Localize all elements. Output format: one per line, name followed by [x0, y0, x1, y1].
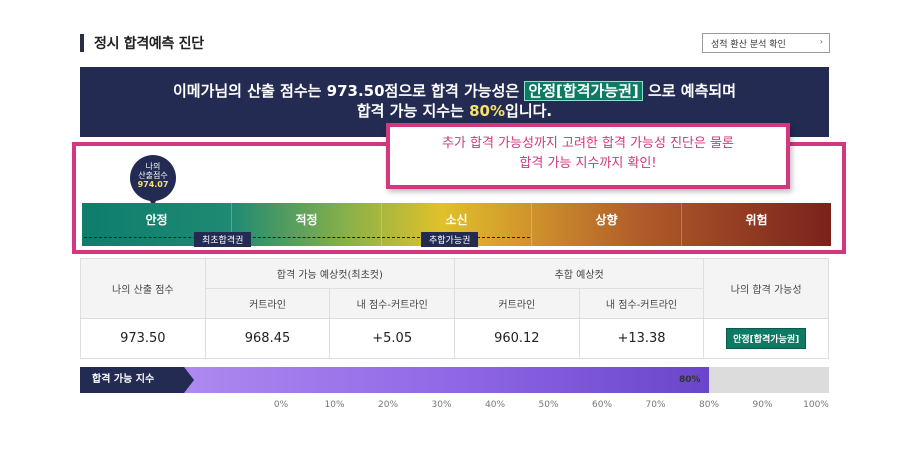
page-title: 정시 합격예측 진단	[94, 36, 204, 52]
chevron-right-icon: ›	[819, 37, 823, 46]
probability-label-pointer	[184, 367, 194, 393]
score-analysis-button[interactable]: 성적 환산 분석 확인 ›	[702, 33, 830, 53]
possibility-gauge: 나의 산출점수 974.07 안정 적정 소신 상향 위험 최초합격권 추합가능…	[72, 142, 846, 254]
marker-pointer	[148, 198, 158, 206]
scale-tick: 0%	[273, 400, 289, 410]
header-my-score: 나의 산출 점수	[80, 258, 206, 319]
header-additional-cut: 추합 예상컷	[453, 258, 705, 289]
subheader-first-diff: 내 점수-커트라인	[329, 288, 455, 319]
scale-tick: 90%	[752, 400, 773, 410]
possibility-cell: 안정[합격가능권]	[703, 318, 829, 359]
scale-tick: 10%	[324, 400, 345, 410]
scale-tick: 60%	[591, 400, 613, 410]
scale-tick: 20%	[377, 400, 399, 410]
callout-line-2: 합격 가능 지수까지 확인!	[519, 156, 657, 171]
marker-label-1: 나의	[145, 162, 161, 171]
first-cutline-value: 968.45	[204, 318, 331, 359]
section-title: 정시 합격예측 진단	[80, 33, 204, 53]
table-header-row: 나의 산출 점수 합격 가능 예상컷(최초컷) 추합 예상컷 나의 합격 가능성	[80, 258, 829, 319]
scale-tick: 80%	[698, 400, 720, 410]
subheader-add-diff: 내 점수-커트라인	[578, 288, 705, 319]
banner-line-1: 이메가님의 산출 점수는 973.50점으로 합격 가능성은 안정[합격가능권]…	[80, 81, 829, 101]
table-subheader-row: 커트라인 내 점수-커트라인 커트라인 내 점수-커트라인	[81, 288, 829, 319]
possibility-badge: 안정[합격가능권]	[726, 328, 807, 349]
zone-reach: 소신	[382, 203, 532, 246]
scale-tick: 70%	[645, 400, 666, 410]
banner-result-tag: 안정[합격가능권]	[524, 81, 643, 101]
add-diff-value: +13.38	[578, 318, 705, 359]
banner-line-2: 합격 가능 지수는 80%입니다.	[80, 101, 829, 121]
zone-upward: 상향	[532, 203, 682, 246]
table-row: 973.50 968.45 +5.05 960.12 +13.38 안정[합격가…	[80, 318, 829, 359]
my-score-marker: 나의 산출점수 974.07	[130, 155, 176, 201]
zone-appropriate: 적정	[232, 203, 382, 246]
additional-range-label: 추합가능권	[421, 232, 479, 247]
scale-tick: 40%	[484, 400, 506, 410]
feature-callout: 추가 합격 가능성까지 고려한 합격 가능성 진단은 물론 합격 가능 지수까지…	[386, 123, 790, 189]
zone-risk: 위험	[745, 213, 768, 227]
probability-label: 합격 가능 지수	[80, 367, 184, 393]
title-marker	[80, 34, 84, 52]
result-banner: 이메가님의 산출 점수는 973.50점으로 합격 가능성은 안정[합격가능권]…	[80, 67, 829, 137]
banner-text-pre: 이메가님의 산출 점수는 973.50점으로 합격 가능성은	[172, 82, 520, 100]
subheader-first-cutline: 커트라인	[204, 288, 331, 319]
score-table: 나의 산출 점수 합격 가능 예상컷(최초컷) 추합 예상컷 나의 합격 가능성…	[80, 258, 829, 359]
header-possibility: 나의 합격 가능성	[703, 258, 829, 319]
first-diff-value: +5.05	[329, 318, 455, 359]
my-score-value: 973.50	[80, 318, 206, 359]
scale-tick: 30%	[431, 400, 452, 410]
banner-percent: 80%	[469, 102, 506, 120]
callout-line-1: 추가 합격 가능성까지 고려한 합격 가능성 진단은 물론	[441, 136, 735, 151]
banner-text-post: 으로 예측되며	[647, 82, 736, 100]
banner-text-pre-2: 합격 가능 지수는	[356, 102, 464, 120]
scale-tick: 50%	[538, 400, 559, 410]
marker-value: 974.07	[137, 180, 169, 189]
zone-safe: 안정	[82, 203, 232, 246]
probability-bar: 합격 가능 지수 80%	[80, 367, 829, 393]
probability-value: 80%	[679, 375, 701, 385]
header-first-cut: 합격 가능 예상컷(최초컷)	[204, 258, 456, 289]
first-range-label: 최초합격권	[194, 232, 252, 247]
add-cutline-value: 960.12	[454, 318, 580, 359]
scale-tick: 100%	[803, 400, 829, 410]
marker-label-2: 산출점수	[138, 171, 168, 180]
banner-text-post-2: 입니다.	[505, 102, 553, 120]
score-analysis-button-label: 성적 환산 분석 확인	[711, 39, 786, 50]
subheader-add-cutline: 커트라인	[454, 288, 580, 319]
